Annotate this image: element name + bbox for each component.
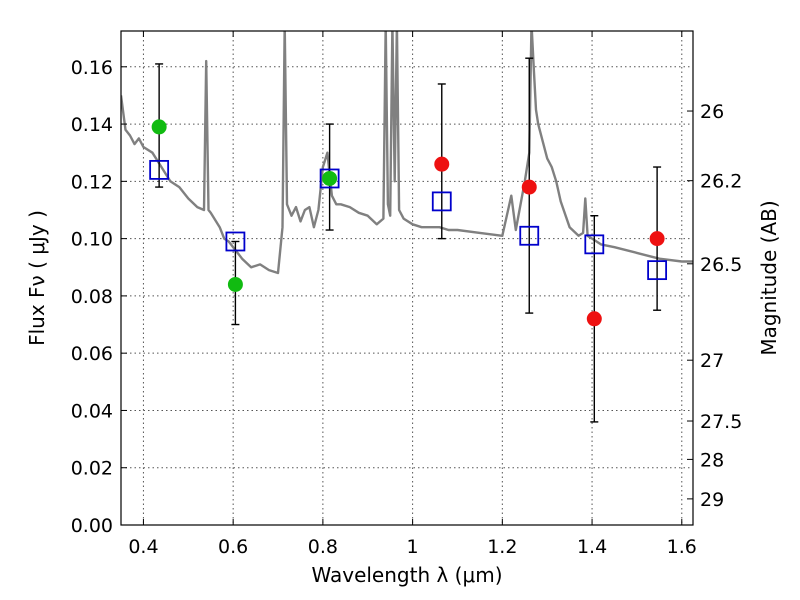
x-tick-label: 0.6 — [218, 536, 248, 558]
y-tick-label: 0.12 — [71, 171, 113, 193]
model-square — [519, 225, 540, 246]
model-square — [149, 159, 170, 180]
y-tick-label: 0.08 — [71, 286, 113, 308]
y-tick-label: 0.16 — [71, 57, 113, 79]
y-tick-label: 0.02 — [71, 458, 113, 480]
y2-tick-label: 26 — [700, 101, 724, 123]
y-axis-title: Flux Fν ( μJy ) — [25, 210, 49, 346]
spectrum-line — [121, 31, 693, 275]
y-tick-label: 0.04 — [71, 400, 113, 422]
y-tick-label: 0.10 — [71, 229, 113, 251]
model-square — [225, 231, 246, 252]
model-square — [647, 260, 668, 281]
observed-point-green — [227, 276, 243, 292]
x-axis-title: Wavelength λ (μm) — [311, 563, 502, 587]
x-tick-label: 1.6 — [667, 536, 697, 558]
x-tick-label: 1.4 — [577, 536, 607, 558]
y2-tick-label: 27.5 — [700, 411, 742, 433]
observed-point-red — [649, 231, 665, 247]
observed-point-red — [586, 311, 602, 327]
y-tick-label: 0.06 — [71, 343, 113, 365]
observed-point-red — [434, 156, 450, 172]
observed-point-red — [521, 179, 537, 195]
y2-tick-label: 28 — [700, 449, 724, 471]
plot-background — [121, 31, 693, 525]
model-square — [584, 234, 605, 255]
x-tick-label: 1 — [407, 536, 419, 558]
plot-frame — [120, 30, 694, 526]
axes: 0.4 0.6 0.8 1 1.2 1.4 1.6 0.00 0.02 0.04 0.06 0.08 0… — [71, 31, 742, 558]
x-tick-label: 0.8 — [308, 536, 338, 558]
y2-tick-label: 26.5 — [700, 254, 742, 276]
x-tick-label: 0.4 — [128, 536, 158, 558]
y2-tick-label: 26.2 — [700, 171, 742, 193]
y2-axis-title: Magnitude (AB) — [757, 200, 781, 355]
model-square — [319, 168, 340, 189]
observed-point-green — [322, 170, 338, 186]
y-tick-label: 0.00 — [71, 515, 113, 537]
y-tick-label: 0.14 — [71, 114, 113, 136]
observed-point-green — [151, 119, 167, 135]
plot-area — [121, 31, 693, 423]
y2-tick-label: 27 — [700, 350, 724, 372]
model-square — [431, 191, 452, 212]
x-tick-label: 1.2 — [487, 536, 517, 558]
y2-tick-label: 29 — [700, 489, 724, 511]
